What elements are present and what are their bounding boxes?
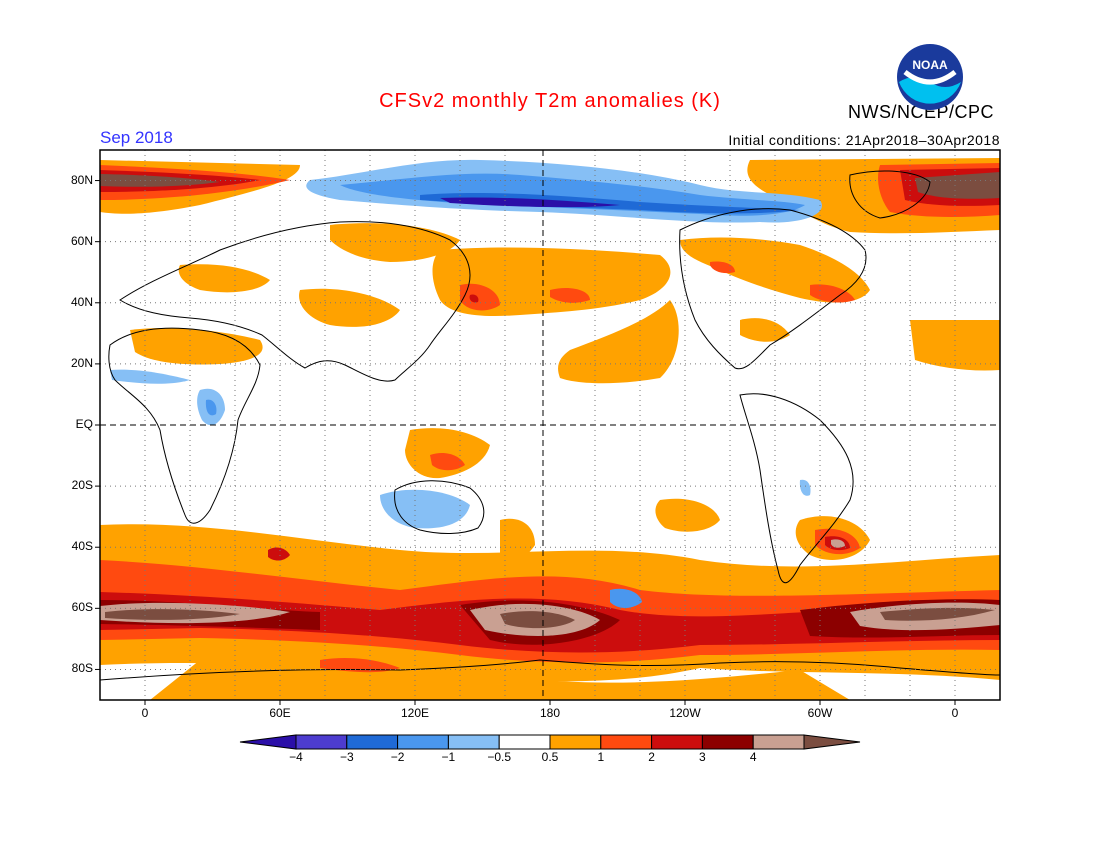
longitude-label: 0: [141, 706, 149, 720]
antarctic-hot-spot: [320, 657, 400, 673]
eurasia-coast: [119, 221, 471, 382]
latitude-label: 40N: [70, 294, 93, 309]
latitude-label: 40S: [71, 539, 93, 554]
colorbar-label: 3: [699, 750, 706, 764]
subtropical-pacific-warm: [558, 300, 679, 384]
colorbar-swatch: [651, 734, 703, 750]
colorbar: [239, 734, 861, 750]
north-america-coast: [679, 208, 867, 370]
colorbar-label: 4: [749, 750, 757, 764]
latitude-label: 80S: [71, 661, 93, 676]
arctic-cold-max: [440, 197, 620, 208]
latitude-label: 20N: [70, 355, 93, 370]
colorbar-label: 2: [648, 750, 655, 764]
noaa-logo-text: NOAA: [912, 58, 948, 72]
longitude-label: 120W: [669, 706, 701, 720]
south-pacific-cold: [610, 588, 642, 608]
eastern-us-warm: [740, 318, 790, 342]
colorbar-max-arrow: [803, 734, 861, 750]
colorbar-swatch: [498, 734, 551, 750]
forecast-month: Sep 2018: [100, 128, 173, 147]
colorbar-swatch: [447, 734, 500, 750]
arctic-cold-strong: [420, 192, 800, 214]
south-atlantic-max: [831, 539, 845, 548]
grid-lines: [100, 150, 1000, 700]
colorbar-swatch: [549, 734, 602, 750]
colorbar-label: −1: [441, 750, 456, 764]
maritime-continent-strong: [430, 453, 465, 471]
coastlines: [99, 170, 1001, 681]
south-america-cold: [799, 479, 811, 496]
maritime-continent-warm: [405, 428, 490, 479]
agency-label: NWS/NCEP/CPC: [848, 102, 995, 122]
colorbar-label: −2: [390, 750, 405, 764]
colorbar-swatch: [752, 734, 805, 750]
west-africa-cold: [110, 369, 190, 384]
latitude-label: 20S: [71, 478, 93, 493]
latitude-label: 80N: [70, 172, 93, 187]
colorbar-swatch: [397, 734, 449, 750]
colorbar-swatch: [701, 734, 754, 750]
longitude-label: 60W: [807, 706, 833, 720]
southern-ocean-max-b: [105, 607, 995, 629]
colorbar-label: 1: [597, 750, 605, 764]
antarctica-coast: [99, 659, 1001, 681]
north-pacific-dark-spot: [469, 294, 479, 303]
north-atlantic-strong: [710, 261, 855, 303]
indian-ocean-hot-spot: [268, 547, 290, 561]
north-pacific-strong: [460, 283, 590, 311]
eurasia-warm: [178, 264, 400, 327]
latitude-label: 60S: [71, 600, 93, 615]
colorbar-min-arrow: [239, 734, 297, 750]
colorbar-swatch: [295, 734, 348, 750]
initial-conditions: Initial conditions: 21Apr2018–30Apr2018: [728, 132, 1000, 148]
longitude-label: 120E: [400, 706, 430, 720]
noaa-logo-icon: NOAA: [897, 44, 963, 110]
colorbar-label: 0.5: [541, 750, 559, 764]
australia-coast: [394, 480, 485, 534]
colorbar-swatch: [600, 734, 653, 750]
longitude-label: 180: [539, 706, 561, 720]
longitude-label: 60E: [269, 706, 291, 720]
latitude-label: 60N: [70, 233, 93, 248]
south-pacific-warm: [655, 498, 720, 532]
latitude-label: EQ: [75, 417, 93, 431]
arctic-east-max: [915, 172, 1000, 199]
colorbar-label: −0.5: [487, 750, 512, 764]
africa-coast: [108, 327, 261, 524]
greenland-coast: [849, 170, 931, 219]
south-america-coast: [739, 393, 854, 583]
longitude-label: 0: [951, 706, 959, 720]
colorbar-swatch: [346, 734, 399, 750]
colorbar-label: −4: [289, 750, 303, 764]
tasman-warm: [500, 518, 535, 561]
chart-title: CFSv2 monthly T2m anomalies (K): [379, 90, 721, 112]
colorbar-label: −3: [339, 750, 354, 764]
africa-cold-core: [205, 399, 217, 416]
siberia-warm: [330, 223, 460, 262]
